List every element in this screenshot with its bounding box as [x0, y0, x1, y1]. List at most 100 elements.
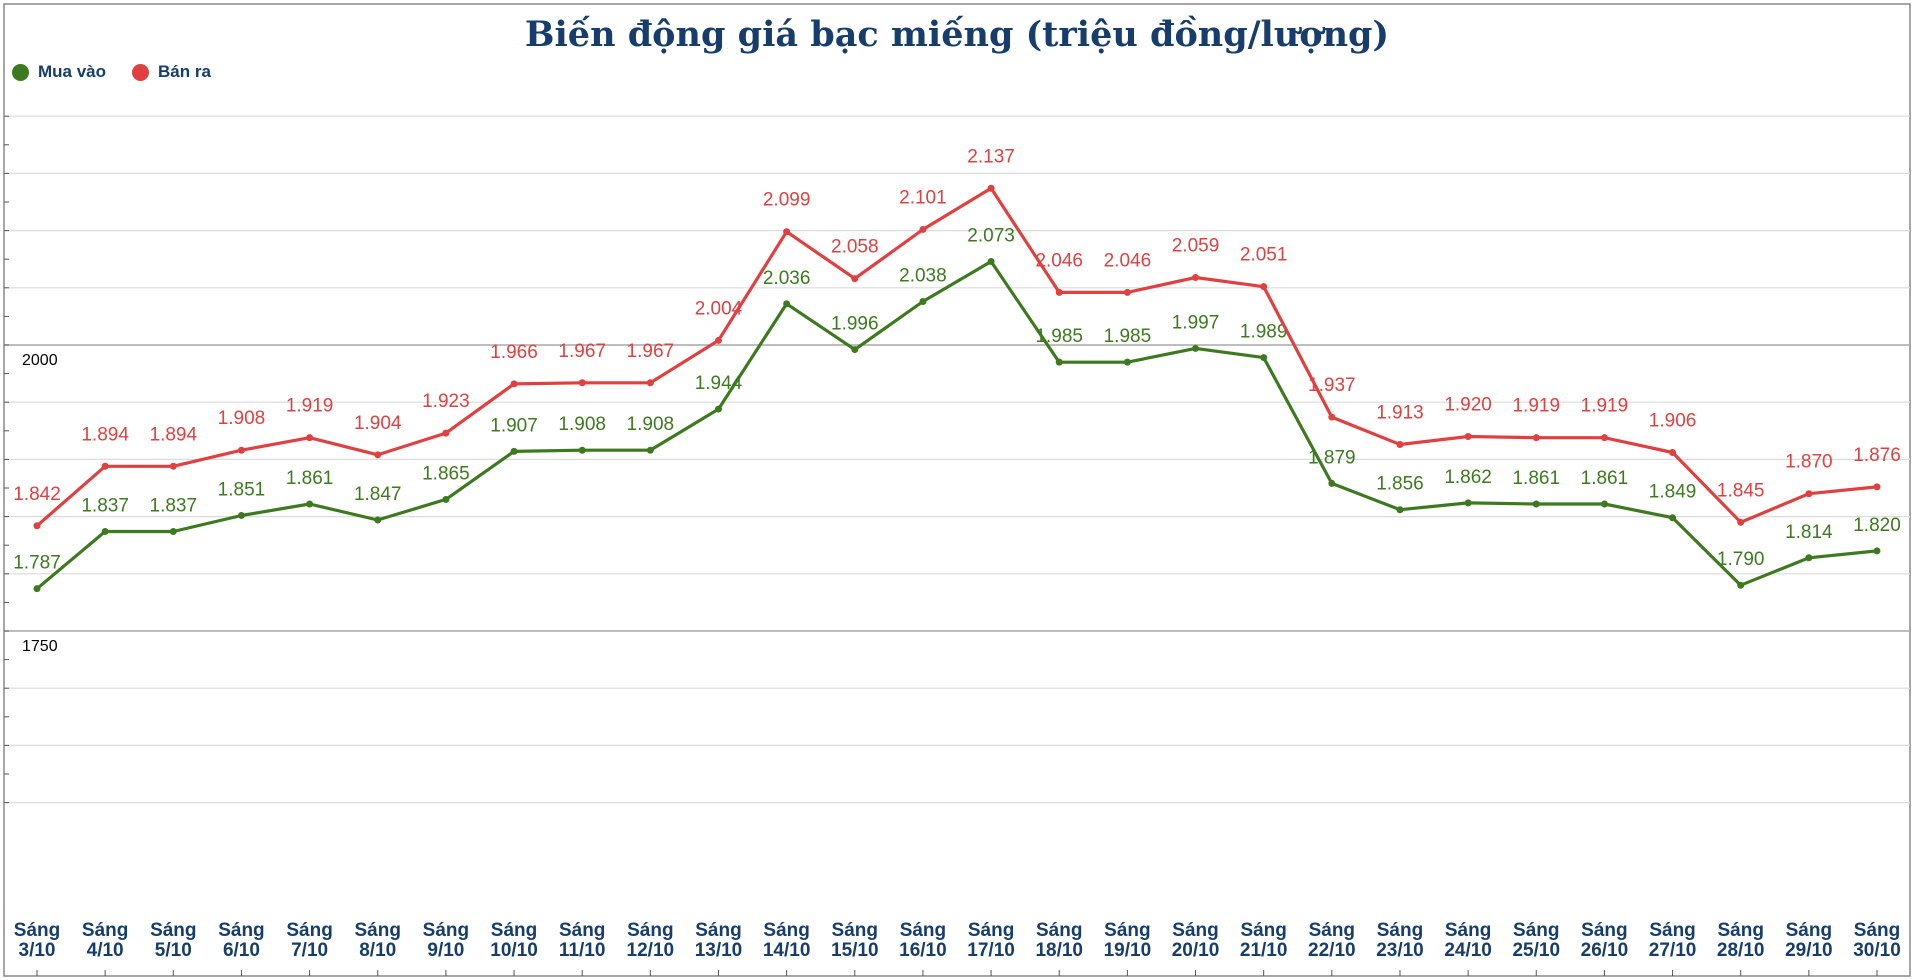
data-label: 1.908 [218, 408, 266, 429]
x-tick-label: Sáng [832, 920, 878, 941]
data-point [1669, 514, 1677, 522]
x-tick-label: Sáng [14, 920, 60, 941]
x-tick-label: 18/10 [1035, 940, 1083, 961]
data-point [578, 379, 586, 387]
grid-lines [4, 115, 1910, 804]
x-tick-label: Sáng [286, 920, 332, 941]
data-point [306, 434, 314, 442]
data-point [1737, 518, 1745, 526]
data-label: 1.906 [1649, 411, 1697, 432]
data-label: 1.870 [1785, 452, 1833, 473]
data-label: 2.099 [763, 190, 811, 211]
legend-swatch-mua-vao [12, 63, 29, 81]
data-label: 1.944 [695, 373, 743, 394]
x-tick-label: Sáng [1240, 920, 1286, 941]
series-group: 1.787 1.837 1.837 1.851 1.861 1.847 1.865 1.907… [13, 146, 1901, 593]
data-label: 1.879 [1308, 447, 1356, 468]
data-point [578, 446, 586, 454]
x-tick-label: 9/10 [427, 940, 464, 961]
x-tick-label: Sáng [1172, 920, 1218, 941]
x-tick-label: 27/10 [1649, 940, 1697, 961]
data-label: 1.847 [354, 484, 402, 505]
x-tick-label: 12/10 [627, 940, 675, 961]
data-label: 2.046 [1104, 250, 1152, 271]
data-point [987, 257, 995, 265]
data-label: 2.137 [967, 146, 1015, 167]
x-tick-label: Sáng [695, 920, 741, 941]
x-tick-label: 25/10 [1512, 940, 1560, 961]
x-tick-label: 14/10 [763, 940, 811, 961]
data-label: 1.787 [13, 553, 61, 574]
data-point [510, 380, 518, 388]
data-point [1464, 433, 1472, 441]
data-label: 1.967 [627, 341, 675, 362]
x-tick-label: 11/10 [559, 940, 606, 961]
x-tick-label: 23/10 [1376, 940, 1424, 961]
data-label: 1.923 [422, 391, 470, 412]
data-point [374, 451, 382, 459]
chart-title: Biến động giá bạc miếng (triệu đồng/lượn… [524, 14, 1390, 55]
x-tick-label: 4/10 [87, 940, 124, 961]
data-label: 1.937 [1308, 375, 1356, 396]
data-label: 1.856 [1376, 474, 1424, 495]
series-line [35, 186, 1879, 528]
data-point [1328, 479, 1336, 487]
data-label: 1.865 [422, 463, 470, 484]
data-point [101, 462, 109, 470]
x-tick-label: Sáng [968, 920, 1014, 941]
data-label: 1.908 [558, 414, 606, 435]
x-tick-label: 6/10 [223, 940, 260, 961]
data-label: 1.997 [1172, 312, 1220, 333]
data-point [1669, 449, 1677, 457]
legend-label-mua-vao: Mua vào [38, 62, 107, 81]
data-label: 1.967 [558, 341, 606, 362]
legend: Mua vào Bán ra [12, 62, 237, 82]
data-point [646, 446, 654, 454]
x-tick-label: 22/10 [1308, 940, 1356, 961]
data-label: 1.861 [286, 468, 334, 489]
data-label: 1.904 [354, 413, 402, 434]
data-label: 1.985 [1104, 326, 1152, 347]
plot-frame [3, 3, 1911, 977]
x-tick-label: Sáng [1854, 920, 1900, 941]
data-label: 1.913 [1376, 403, 1424, 424]
data-point [1600, 434, 1608, 442]
data-label: 1.849 [1649, 482, 1697, 503]
data-label: 1.919 [286, 396, 334, 417]
data-label: 2.004 [695, 298, 743, 319]
x-tick-label: 10/10 [490, 940, 538, 961]
x-tick-label: 7/10 [291, 940, 328, 961]
y-tick-label: 1750 [22, 638, 58, 655]
data-point [851, 275, 859, 283]
data-point [1532, 500, 1540, 508]
data-point [306, 500, 314, 508]
x-tick-label: Sáng [1445, 920, 1491, 941]
x-tick-label: Sáng [627, 920, 673, 941]
data-point [510, 447, 518, 455]
data-label: 1.861 [1512, 468, 1560, 489]
series-line [35, 259, 1879, 591]
x-tick-label: 16/10 [899, 940, 947, 961]
data-point [442, 429, 450, 437]
x-tick-label: Sáng [491, 920, 537, 941]
x-tick-label: 15/10 [831, 940, 879, 961]
data-point [1260, 283, 1268, 291]
x-tick-label: 30/10 [1853, 940, 1901, 961]
data-label: 2.058 [831, 237, 879, 258]
data-label: 2.059 [1172, 236, 1220, 257]
x-tick-label: 20/10 [1172, 940, 1220, 961]
x-tick-label: Sáng [1786, 920, 1832, 941]
legend-item-ban-ra: Bán ra [132, 62, 211, 82]
data-point [1532, 434, 1540, 442]
data-label: 1.790 [1717, 549, 1765, 570]
data-point [1192, 274, 1200, 282]
data-label: 2.038 [899, 266, 947, 287]
x-tick-label: Sáng [559, 920, 605, 941]
data-label: 2.073 [967, 225, 1015, 246]
data-point [1737, 581, 1745, 589]
data-point [851, 346, 859, 354]
x-axis: Sáng3/10Sáng4/10Sáng5/10Sáng6/10Sáng7/10… [14, 920, 1901, 976]
data-label: 1.851 [218, 479, 266, 500]
data-label: 1.985 [1035, 326, 1083, 347]
